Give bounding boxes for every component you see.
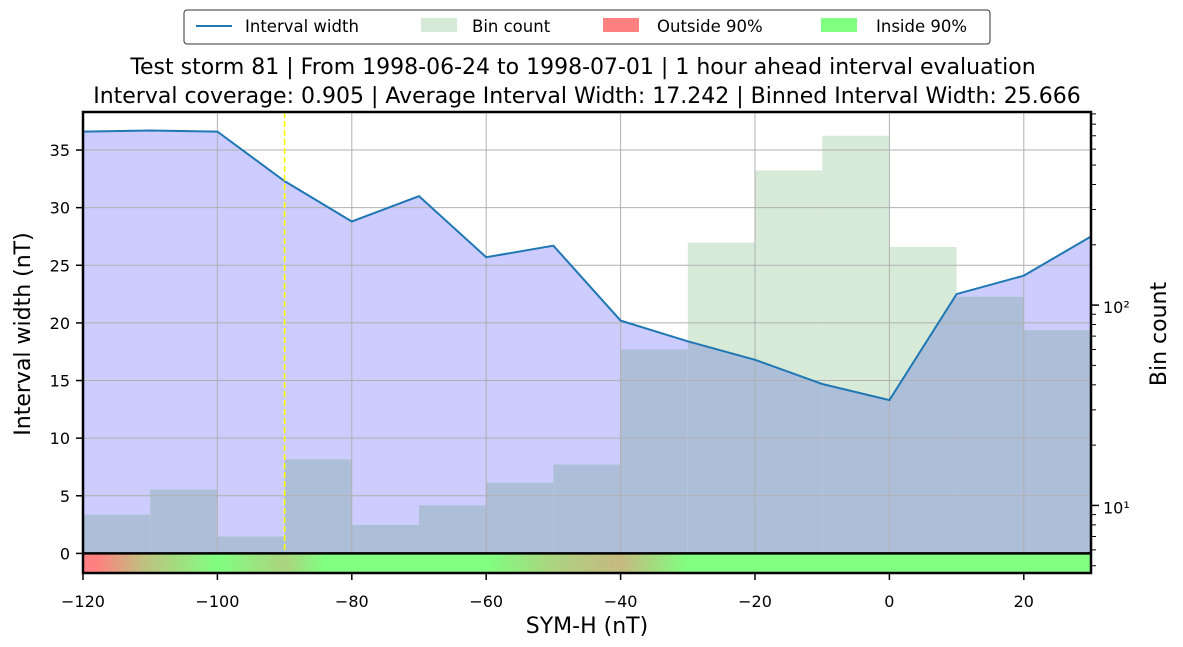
bin-count-bar-overlap <box>755 359 823 554</box>
x-tick-label: −120 <box>61 592 105 611</box>
y2-axis-label: Bin count <box>1147 282 1172 387</box>
y2-tick-label: 10¹ <box>1103 498 1130 517</box>
x-axis: −120 −100 −80 −60 −40 −20 0 20 <box>61 573 1034 611</box>
bin-count-bar-overlap <box>889 294 957 554</box>
coverage-bar <box>83 553 1091 573</box>
y-tick-label: 10 <box>50 429 70 448</box>
y-axis-left: 0 5 10 15 20 25 30 35 <box>50 141 83 563</box>
interval-width-line <box>83 129 1091 402</box>
chart-title-line-2: Interval coverage: 0.905 | Average Inter… <box>93 84 1081 109</box>
bin-count-bar-overlap <box>351 524 419 554</box>
x-tick-label: 0 <box>884 592 894 611</box>
y-tick-label: 5 <box>60 487 70 506</box>
x-axis-label: SYM-H (nT) <box>526 614 648 639</box>
bin-count-bar-overlap <box>956 296 1024 554</box>
x-tick-label: −80 <box>335 592 369 611</box>
plot-frame <box>81 110 1093 575</box>
y-tick-label: 35 <box>50 141 70 160</box>
legend-frame <box>183 9 991 45</box>
bin-count-bar-overlap <box>553 464 621 554</box>
legend-label-outside-90: Outside 90% <box>657 17 763 36</box>
bin-count-bar-overlap <box>284 459 352 554</box>
bin-count-bar-overlap <box>419 505 487 554</box>
y-axis-right: 10¹ 10² <box>1091 113 1130 567</box>
y-tick-label: 0 <box>60 544 70 563</box>
x-tick-label: −20 <box>738 592 772 611</box>
y-axis-label: Interval width (nT) <box>11 232 36 435</box>
legend-swatch-bin-count <box>421 18 457 32</box>
legend-label-interval-width: Interval width <box>245 17 359 36</box>
bin-count-bar-overlap <box>687 341 755 554</box>
bin-count-bar-overlap <box>1023 330 1091 554</box>
bin-count-bar-overlap <box>620 349 688 554</box>
y2-tick-label: 10² <box>1103 298 1130 317</box>
y-tick-label: 30 <box>50 199 70 218</box>
bin-count-bar-overlap <box>486 482 554 554</box>
x-tick-label: 20 <box>1014 592 1034 611</box>
y-tick-label: 15 <box>50 372 70 391</box>
x-tick-label: −40 <box>604 592 638 611</box>
bin-count-bar-overlap <box>150 489 218 554</box>
legend: Interval width Bin count Outside 90% Ins… <box>183 9 991 45</box>
legend-swatch-inside-90 <box>821 18 857 32</box>
legend-label-inside-90: Inside 90% <box>876 17 967 36</box>
legend-label-bin-count: Bin count <box>472 17 551 36</box>
x-tick-label: −60 <box>469 592 503 611</box>
interval-width-line-layer <box>83 129 1091 402</box>
y-tick-label: 20 <box>50 314 70 333</box>
chart-title-line-1: Test storm 81 | From 1998-06-24 to 1998-… <box>129 55 1035 80</box>
bin-count-bar-overlap <box>217 536 285 554</box>
x-tick-label: −100 <box>195 592 239 611</box>
bin-count-bar-overlap <box>83 514 151 554</box>
bin-count-bar-overlap <box>822 383 890 554</box>
legend-swatch-outside-90 <box>603 18 639 32</box>
y-tick-label: 25 <box>50 256 70 275</box>
